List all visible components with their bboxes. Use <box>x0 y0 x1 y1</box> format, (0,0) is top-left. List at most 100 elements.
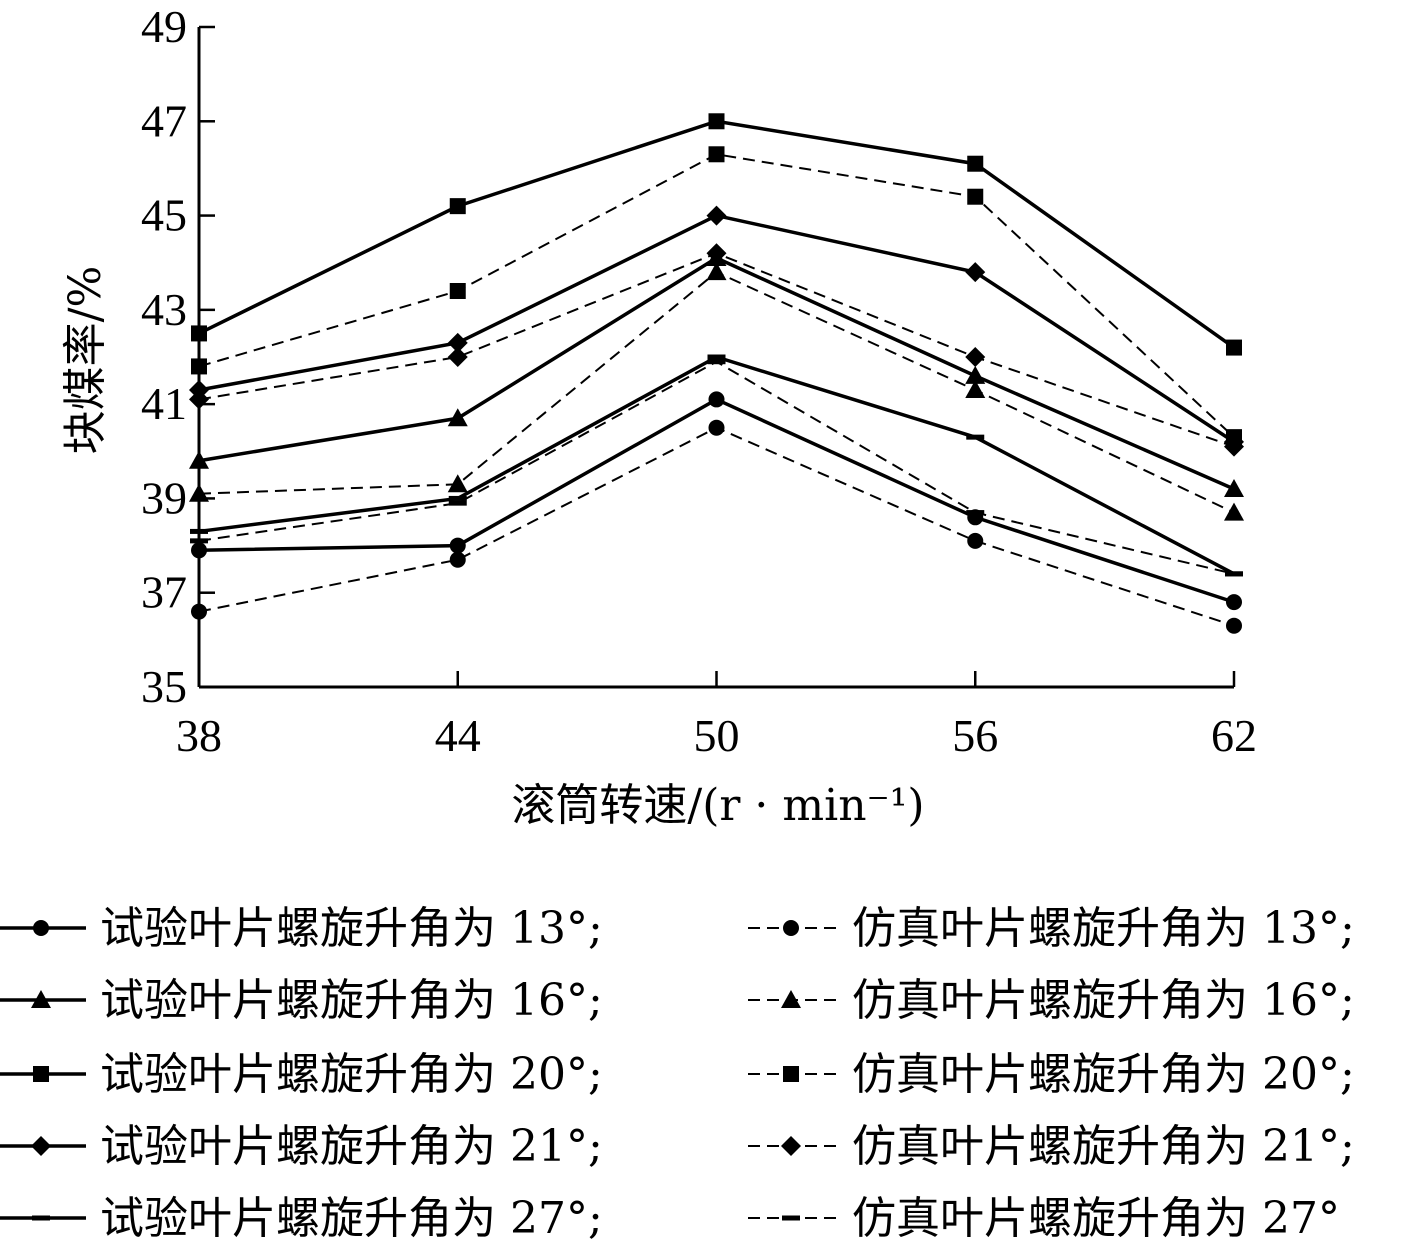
data-point <box>447 474 468 493</box>
data-point <box>1226 594 1242 611</box>
legend-label: 试验叶片螺旋升角为 21°; <box>100 1121 603 1172</box>
data-point <box>191 542 207 559</box>
data-point <box>189 483 209 502</box>
x-tick-label: 56 <box>952 710 998 761</box>
data-point <box>965 380 986 398</box>
series-7 <box>189 262 1244 521</box>
data-point <box>190 528 208 534</box>
legend-item: 仿真叶片螺旋升角为 21°; <box>748 1121 1355 1172</box>
data-point <box>191 358 207 375</box>
legend-marker <box>31 1136 51 1156</box>
legend-item: 试验叶片螺旋升角为 27°; <box>0 1193 603 1244</box>
x-tick-label: 62 <box>1211 710 1257 761</box>
legend-label: 试验叶片螺旋升角为 20°; <box>100 1049 603 1100</box>
data-point <box>1225 571 1243 577</box>
legend-label: 试验叶片螺旋升角为 16°; <box>100 975 603 1026</box>
y-tick-label: 45 <box>141 190 187 241</box>
legend-item: 试验叶片螺旋升角为 16°; <box>0 975 603 1026</box>
legend-label: 仿真叶片螺旋升角为 27° <box>852 1193 1340 1244</box>
data-point <box>448 500 467 506</box>
series-line <box>198 355 1235 576</box>
data-point <box>447 332 468 353</box>
y-tick-label: 39 <box>141 472 187 523</box>
data-point <box>449 537 466 554</box>
legend-marker <box>783 1066 799 1082</box>
x-tick-label: 38 <box>176 710 222 761</box>
series-9 <box>189 243 1244 457</box>
data-point <box>1226 339 1242 356</box>
data-point <box>1224 502 1244 521</box>
data-point <box>708 391 725 408</box>
series-3 <box>191 113 1242 356</box>
data-point <box>190 538 208 544</box>
data-point <box>447 347 468 367</box>
data-point <box>708 146 725 163</box>
legend-item: 仿真叶片螺旋升角为 16°; <box>748 975 1355 1026</box>
y-tick-label: 41 <box>141 378 187 429</box>
legend-item: 仿真叶片螺旋升角为 27° <box>748 1193 1340 1244</box>
series-line <box>198 252 1235 448</box>
data-point <box>967 532 984 549</box>
legend-marker <box>33 1066 49 1082</box>
legend-marker <box>32 1215 50 1221</box>
chart-legend: 试验叶片螺旋升角为 13°; 试验叶片螺旋升角为 16°; 试验叶片螺旋升角为 20… <box>0 903 1355 1244</box>
data-point <box>189 389 209 410</box>
legend-label: 试验叶片螺旋升角为 13°; <box>100 903 603 954</box>
data-point <box>449 198 466 215</box>
legend-marker <box>781 1136 801 1156</box>
x-tick-label: 50 <box>694 710 740 761</box>
data-point <box>449 551 466 568</box>
data-point <box>708 419 725 436</box>
x-axis-title: 滚筒转速/(r · min⁻¹) <box>511 780 924 831</box>
y-tick-label: 47 <box>141 95 187 146</box>
data-point <box>448 495 467 501</box>
data-point <box>706 205 727 226</box>
y-tick-label: 35 <box>141 661 187 712</box>
data-point <box>707 354 726 360</box>
data-point <box>706 262 727 281</box>
series-10 <box>190 359 1243 577</box>
data-point <box>967 188 984 205</box>
legend-marker <box>782 1215 800 1221</box>
legend-item: 试验叶片螺旋升角为 13°; <box>0 903 603 954</box>
series-line <box>198 426 1235 627</box>
data-point <box>191 325 207 342</box>
series-6 <box>191 419 1242 634</box>
data-point <box>966 434 985 440</box>
data-point <box>1224 436 1244 457</box>
legend-item: 仿真叶片螺旋升角为 20°; <box>748 1049 1355 1100</box>
legend-label: 仿真叶片螺旋升角为 13°; <box>852 903 1355 954</box>
data-point <box>965 365 986 384</box>
series-2 <box>189 248 1244 497</box>
y-tick-label: 49 <box>141 1 187 52</box>
data-point <box>189 450 209 469</box>
x-tick-label: 44 <box>435 710 481 761</box>
legend-marker <box>781 990 801 1008</box>
data-point <box>1226 617 1242 634</box>
data-point <box>449 283 466 299</box>
legend-label: 仿真叶片螺旋升角为 20°; <box>852 1049 1355 1100</box>
legend-marker <box>33 920 49 936</box>
chart-axes: 35 37 39 41 43 45 47 49 38 44 50 56 62 <box>141 1 1257 761</box>
data-point <box>965 347 986 367</box>
data-point <box>965 262 986 283</box>
legend-item: 仿真叶片螺旋升角为 13°; <box>748 903 1355 954</box>
legend-marker <box>783 920 799 936</box>
data-point <box>707 359 726 365</box>
data-point <box>191 603 207 620</box>
series-5 <box>190 354 1243 577</box>
legend-label: 仿真叶片螺旋升角为 21°; <box>852 1121 1355 1172</box>
data-point <box>966 510 985 516</box>
data-point <box>708 113 725 130</box>
legend-label: 仿真叶片螺旋升角为 16°; <box>852 975 1355 1026</box>
legend-marker <box>31 990 51 1008</box>
legend-item: 试验叶片螺旋升角为 20°; <box>0 1049 603 1100</box>
data-point <box>447 408 468 427</box>
y-axis-title: 块煤率/% <box>60 266 111 455</box>
y-tick-label: 43 <box>141 284 187 335</box>
data-point <box>706 243 727 264</box>
y-tick-label: 37 <box>141 567 187 618</box>
data-point <box>1224 479 1244 497</box>
chart-series <box>189 113 1244 634</box>
